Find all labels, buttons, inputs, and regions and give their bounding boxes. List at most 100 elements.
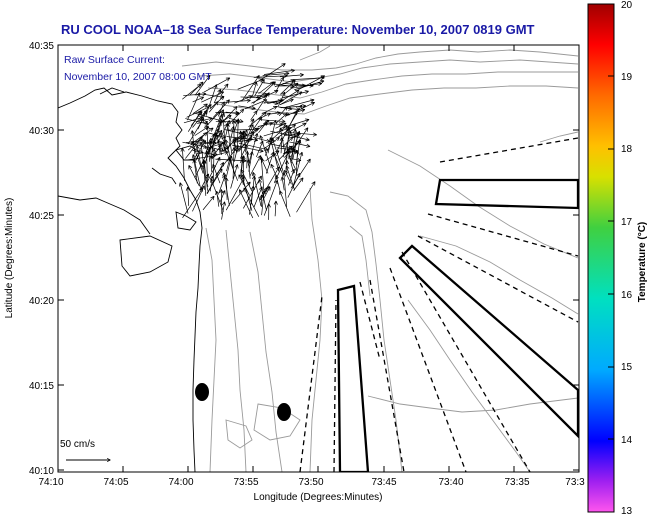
current-vector (263, 179, 279, 216)
current-vector (255, 92, 270, 113)
current-vector (231, 147, 237, 180)
current-vector (296, 181, 316, 213)
current-vector (261, 105, 278, 115)
current-vector (192, 103, 208, 114)
colorbar-gradient (587, 3, 615, 513)
current-vector (292, 151, 304, 188)
current-vector (282, 133, 310, 142)
x-tick-label: 73:3 (565, 477, 585, 488)
y-tick-labels: 40:35 40:30 40:25 40:20 40:15 40:10 (29, 41, 54, 477)
current-vector (252, 81, 258, 97)
current-vector (242, 175, 262, 209)
current-vector (189, 81, 204, 96)
current-vector (279, 72, 304, 78)
current-vector (271, 138, 285, 175)
current-vector (267, 119, 277, 154)
current-vector (263, 122, 283, 127)
current-vector (283, 82, 299, 95)
current-vector (227, 127, 258, 132)
current-vector (221, 201, 227, 220)
current-vector (222, 120, 231, 151)
current-vector (190, 130, 196, 155)
bathymetry-contours (181, 45, 579, 472)
y-axis-label: Latitude (Degrees:Minutes) (4, 198, 15, 319)
current-vector (246, 124, 254, 140)
scale-label: 50 cm/s (60, 439, 95, 450)
current-vector (293, 75, 325, 81)
current-vector (190, 111, 203, 126)
x-tick-label: 73:55 (233, 477, 258, 488)
current-vector (282, 90, 309, 99)
map-panel (57, 44, 580, 473)
current-vector (278, 127, 286, 155)
x-tick-label: 74:05 (103, 477, 128, 488)
current-vector (232, 139, 237, 153)
current-vector (269, 137, 280, 172)
current-vector (284, 169, 292, 185)
current-vector (253, 81, 276, 104)
current-vector (223, 146, 238, 181)
current-vector (219, 190, 226, 202)
x-axis-label: Longitude (Degrees:Minutes) (254, 492, 383, 503)
current-vector (273, 200, 278, 217)
current-vector (182, 141, 208, 149)
current-vector (267, 99, 282, 105)
current-vector (248, 151, 254, 172)
current-vector (283, 122, 307, 135)
current-vector (248, 118, 255, 131)
x-tick-label: 73:50 (298, 477, 323, 488)
current-vector (261, 190, 266, 216)
x-tick-labels: 74:10 74:05 74:00 73:55 73:50 73:45 73:4… (38, 477, 585, 488)
mooring-marker (277, 403, 291, 421)
current-vector (295, 150, 300, 176)
colorbar-tick-label: 16 (621, 290, 633, 301)
current-vector (258, 63, 286, 82)
current-vector (208, 100, 219, 113)
temperature-colorbar: 20 19 18 17 16 15 14 13 Temperature (°C) (587, 0, 648, 517)
current-vector (286, 148, 295, 174)
current-vector (226, 157, 232, 172)
colorbar-tick-label: 17 (621, 217, 633, 228)
current-vector (279, 137, 284, 154)
colorbar-tick-label: 18 (621, 144, 633, 155)
current-vector (199, 173, 209, 191)
current-annotation-line1: Raw Surface Current: (64, 54, 165, 66)
y-tick-label: 40:20 (29, 296, 54, 307)
mooring-marker (195, 383, 209, 401)
current-vector (249, 155, 262, 177)
current-vector (213, 88, 222, 104)
current-vector (294, 79, 325, 91)
current-vector (194, 74, 211, 96)
x-tick-label: 74:10 (38, 477, 63, 488)
current-vector (187, 92, 201, 121)
current-vector (206, 162, 224, 194)
current-vector (279, 118, 310, 129)
survey-boxes (336, 178, 579, 472)
current-vector (192, 185, 205, 212)
current-vector (221, 119, 226, 152)
colorbar-tick-label: 20 (621, 0, 633, 11)
current-vector (274, 111, 291, 117)
current-vector (247, 133, 259, 166)
current-vector (290, 158, 311, 189)
y-tick-label: 40:30 (29, 126, 54, 137)
current-vector (224, 177, 229, 200)
axis-ticks (57, 44, 580, 472)
current-vector (205, 125, 210, 151)
current-vector (293, 177, 304, 191)
y-tick-label: 40:15 (29, 381, 54, 392)
current-vector (202, 195, 215, 211)
current-vector (217, 101, 225, 117)
current-vector (263, 68, 295, 75)
current-vector (279, 190, 291, 217)
current-vector (280, 176, 285, 191)
x-tick-label: 74:00 (168, 477, 193, 488)
current-vector (240, 131, 254, 159)
current-vector (289, 141, 311, 148)
current-vector (206, 156, 221, 184)
current-vector (212, 164, 221, 184)
current-vector (225, 123, 233, 155)
current-vector (195, 145, 202, 165)
coastline (58, 87, 203, 472)
current-vector (188, 165, 200, 187)
